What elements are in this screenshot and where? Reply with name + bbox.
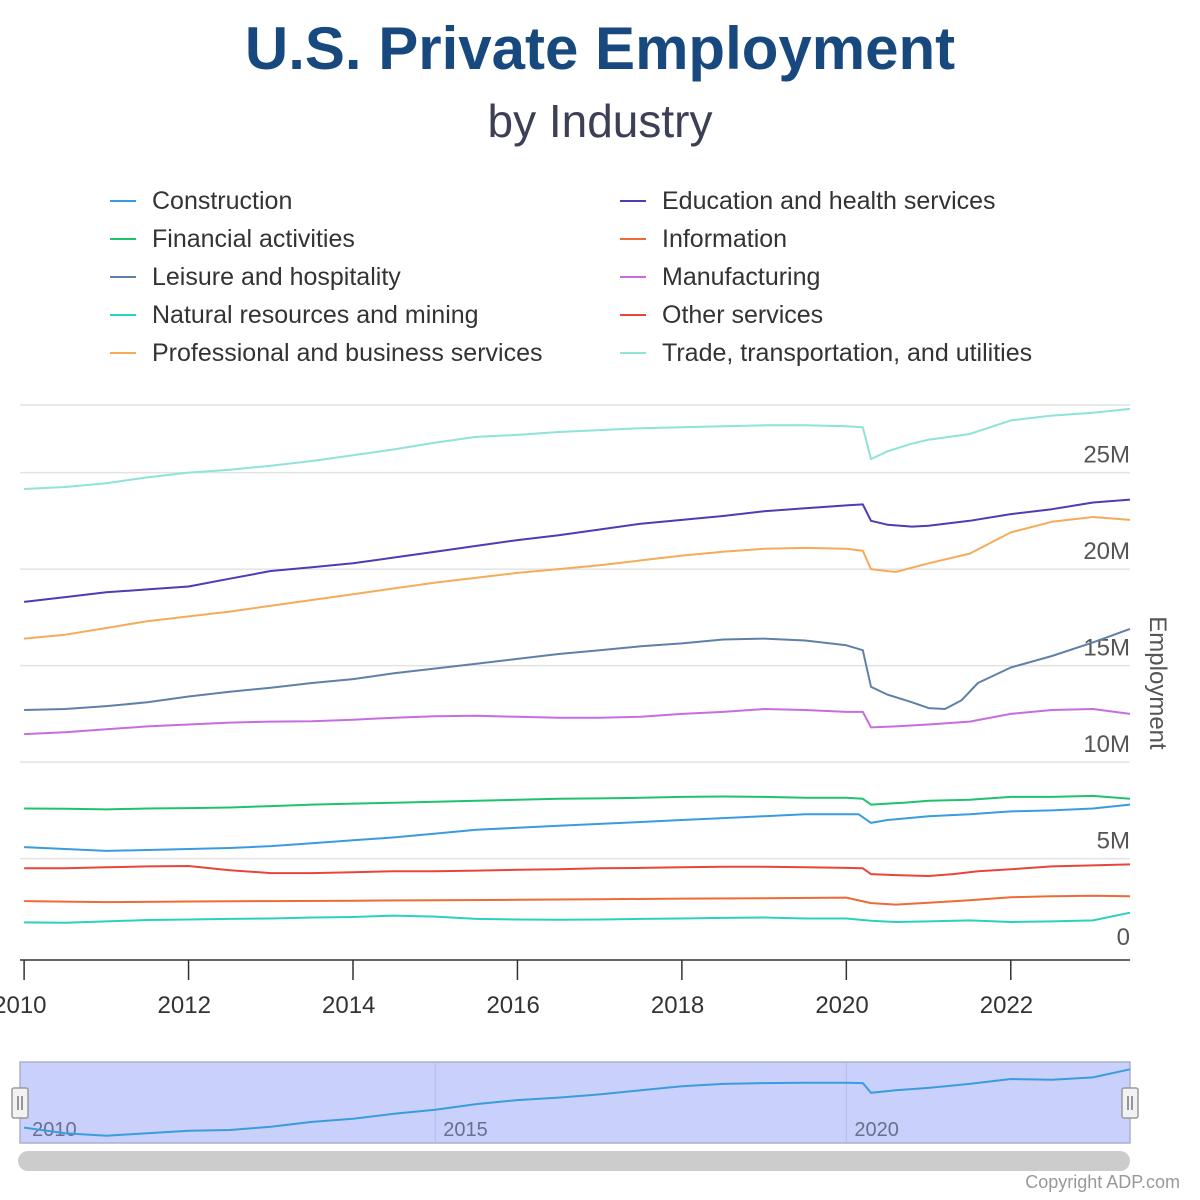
y-axis-title: Employment <box>1144 616 1171 750</box>
chart-subtitle: by Industry <box>487 95 713 147</box>
legend-item-construction[interactable]: Construction <box>110 186 292 216</box>
x-tick-label: 2018 <box>651 992 704 1019</box>
legend-item-professional-and-business-services[interactable]: Professional and business services <box>110 338 542 368</box>
navigator-tick-label: 2010 <box>32 1119 77 1141</box>
legend-swatch <box>620 238 646 240</box>
series-line-trade-transportation-and-utilities[interactable] <box>24 407 1131 490</box>
legend-item-education-and-health-services[interactable]: Education and health services <box>620 186 996 216</box>
chart-legend: Construction Education and health service… <box>0 0 1200 380</box>
legend-label: Education and health services <box>662 186 996 215</box>
series-line-leisure-and-hospitality[interactable] <box>24 627 1131 711</box>
legend-item-other-services[interactable]: Other services <box>620 300 823 330</box>
navigator-right-handle[interactable] <box>1121 1087 1139 1119</box>
scrollbar-thumb[interactable] <box>18 1151 1130 1171</box>
navigator-series-line <box>23 1068 1131 1137</box>
legend-label: Natural resources and mining <box>152 300 479 329</box>
legend-swatch <box>110 352 136 354</box>
legend-swatch <box>110 276 136 278</box>
legend-label: Construction <box>152 186 293 215</box>
legend-item-trade-transportation-and-utilities[interactable]: Trade, transportation, and utilities <box>620 338 1032 368</box>
legend-item-manufacturing[interactable]: Manufacturing <box>620 262 820 292</box>
legend-label: Financial activities <box>152 224 355 253</box>
navigator-left-handle[interactable] <box>11 1087 29 1119</box>
legend-swatch <box>110 238 136 240</box>
y-tick-label: 20M <box>1083 538 1130 565</box>
series-line-education-and-health-services[interactable] <box>23 498 1131 603</box>
y-tick-label: 15M <box>1083 635 1130 662</box>
y-tick-label: 10M <box>1083 731 1130 758</box>
series-line-financial-activities[interactable] <box>24 794 1131 811</box>
legend-label: Trade, transportation, and utilities <box>662 338 1033 367</box>
x-tick-label: 2012 <box>158 992 211 1019</box>
legend-item-leisure-and-hospitality[interactable]: Leisure and hospitality <box>110 262 401 292</box>
legend-label: Information <box>662 224 788 253</box>
legend-item-information[interactable]: Information <box>620 224 787 254</box>
copyright-text[interactable]: Copyright ADP.com <box>1025 1172 1180 1192</box>
legend-label: Leisure and hospitality <box>152 262 401 291</box>
series-line-other-services[interactable] <box>24 863 1131 877</box>
navigator-tick-label: 2015 <box>443 1119 488 1141</box>
legend-item-natural-resources-and-mining[interactable]: Natural resources and mining <box>110 300 479 330</box>
legend-label: Manufacturing <box>662 262 821 291</box>
series-line-natural-resources-and-mining[interactable] <box>24 911 1131 924</box>
legend-item-financial-activities[interactable]: Financial activities <box>110 224 355 254</box>
legend-swatch <box>110 200 136 202</box>
chart-title: U.S. Private Employment <box>244 15 956 82</box>
legend-swatch <box>620 200 646 202</box>
x-tick-label: 2010 <box>0 992 47 1019</box>
x-tick-label: 2016 <box>486 992 539 1019</box>
series-line-manufacturing[interactable] <box>24 708 1131 736</box>
series-line-professional-and-business-services[interactable] <box>24 516 1131 640</box>
series-line-information[interactable] <box>24 894 1131 906</box>
x-tick-label: 2020 <box>815 992 868 1019</box>
y-tick-label: 5M <box>1097 828 1130 855</box>
y-tick-label: 25M <box>1083 442 1130 469</box>
series-line-construction[interactable] <box>24 803 1131 852</box>
y-tick-label: 0 <box>1117 924 1130 951</box>
legend-label: Professional and business services <box>152 338 543 367</box>
legend-swatch <box>620 352 646 354</box>
legend-swatch <box>110 314 136 316</box>
navigator-tick-label: 2020 <box>854 1119 899 1141</box>
x-tick-label: 2014 <box>322 992 375 1019</box>
x-tick-label: 2022 <box>980 992 1033 1019</box>
legend-swatch <box>620 276 646 278</box>
legend-label: Other services <box>662 300 824 329</box>
legend-swatch <box>620 314 646 316</box>
